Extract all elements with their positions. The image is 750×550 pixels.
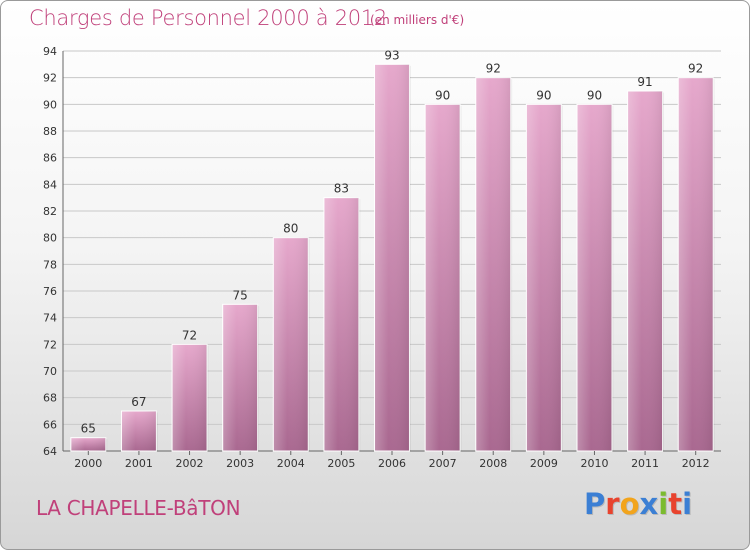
bar-value-label: 80 [283, 222, 298, 236]
bar-value-label: 91 [637, 75, 652, 89]
y-tick-label: 66 [43, 418, 57, 431]
proxiti-logo: Proxiti [584, 487, 692, 521]
y-tick-label: 72 [43, 338, 57, 351]
bar-value-label: 92 [688, 62, 703, 76]
x-tick-label: 2004 [277, 457, 305, 470]
data-labels: 65 67 72 75 80 83 93 90 92 90 90 91 92 [81, 48, 704, 435]
y-tick-label: 92 [43, 72, 57, 85]
y-tick-label: 88 [43, 125, 57, 138]
bar-highlight [425, 104, 461, 451]
bar-highlight [374, 64, 410, 452]
x-axis: 2000 2001 2002 2003 2004 2005 2006 2007 2008 2009… [74, 451, 710, 470]
y-axis: 64 66 68 70 72 74 76 78 80 82 84 86 88 90 92 94 [43, 45, 721, 458]
logo-letter: i [682, 487, 693, 521]
bar-value-label: 65 [81, 422, 96, 436]
x-tick-label: 2011 [631, 457, 659, 470]
bar-highlight [526, 104, 562, 451]
bar-highlight [475, 77, 511, 452]
x-tick-label: 2008 [479, 457, 507, 470]
y-tick-label: 76 [43, 285, 57, 298]
bar-highlight [70, 437, 106, 451]
chart-title: Charges de Personnel 2000 à 2012 [29, 6, 387, 30]
bar-value-label: 90 [587, 88, 602, 102]
bar-highlight [576, 104, 612, 451]
bar-highlight [627, 91, 663, 451]
bar-value-label: 67 [131, 395, 146, 409]
y-tick-label: 74 [43, 312, 57, 325]
chart-unit-note: (en milliers d'€) [370, 13, 465, 27]
bar-highlight [678, 77, 714, 452]
logo-letter: x [639, 487, 659, 521]
y-tick-label: 78 [43, 258, 57, 271]
bar-value-label: 93 [384, 48, 399, 62]
y-tick-label: 90 [43, 98, 57, 111]
bar-value-label: 92 [486, 62, 501, 76]
bars [70, 63, 715, 452]
y-tick-label: 64 [43, 445, 57, 458]
y-tick-label: 82 [43, 205, 57, 218]
x-tick-label: 2012 [682, 457, 710, 470]
x-tick-label: 2000 [74, 457, 102, 470]
y-tick-label: 70 [43, 365, 57, 378]
x-tick-label: 2007 [429, 457, 457, 470]
bar-highlight [222, 304, 258, 451]
y-tick-label: 68 [43, 392, 57, 405]
x-tick-label: 2006 [378, 457, 406, 470]
y-tick-label: 94 [43, 45, 57, 58]
logo-letter: P [584, 487, 606, 521]
bar-value-label: 72 [182, 328, 197, 342]
logo-letter: o [619, 487, 640, 521]
y-tick-label: 84 [43, 178, 57, 191]
commune-name: LA CHAPELLE-BâTON [36, 496, 241, 520]
x-tick-label: 2009 [530, 457, 558, 470]
x-tick-label: 2001 [125, 457, 153, 470]
bar-value-label: 83 [334, 182, 349, 196]
logo-letter: t [668, 487, 683, 521]
y-tick-label: 80 [43, 232, 57, 245]
x-tick-label: 2010 [580, 457, 608, 470]
y-tick-label: 86 [43, 152, 57, 165]
logo-letter: r [605, 487, 620, 521]
x-tick-label: 2002 [176, 457, 204, 470]
bar-highlight [121, 411, 157, 451]
bar-highlight [323, 197, 359, 451]
bar-value-label: 75 [233, 288, 248, 302]
bar-highlight [273, 237, 309, 451]
bar-value-label: 90 [536, 88, 551, 102]
bar-highlight [172, 344, 208, 451]
bar-value-label: 90 [435, 88, 450, 102]
logo-letter: i [658, 487, 669, 521]
x-tick-label: 2005 [327, 457, 355, 470]
x-tick-label: 2003 [226, 457, 254, 470]
